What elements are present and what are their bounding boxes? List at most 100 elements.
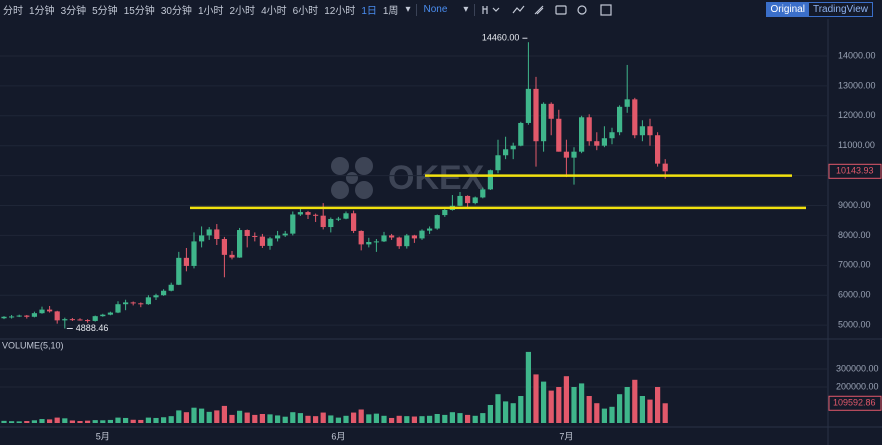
interval-button[interactable]: 1日	[361, 6, 377, 17]
volume-bar	[389, 417, 395, 423]
candle-body	[282, 233, 288, 236]
candle-body	[290, 214, 296, 234]
last-volume-label: 109592.86	[833, 398, 876, 408]
volume-bar	[282, 416, 288, 423]
candle-body	[533, 88, 539, 142]
interval-button[interactable]: 6小时	[292, 6, 319, 17]
interval-button[interactable]: 5分钟	[92, 6, 118, 17]
interval-button[interactable]: 4小时	[261, 6, 287, 17]
candle-body	[427, 228, 433, 231]
volume-bar	[571, 387, 577, 423]
volume-bar	[563, 376, 569, 423]
watermark-text: OKEX	[388, 159, 485, 197]
candle-body	[465, 195, 471, 204]
indicator-dropdown[interactable]: ▾	[463, 4, 469, 15]
candle-body	[320, 215, 326, 228]
view-mode-button[interactable]: TradingView	[812, 4, 868, 15]
volume-bar	[229, 414, 235, 423]
candle-type-icon[interactable]	[482, 5, 489, 14]
interval-button[interactable]: 30分钟	[160, 6, 192, 17]
candle-body	[85, 320, 91, 322]
candle-body	[335, 218, 341, 220]
interval-button[interactable]: 2小时	[229, 6, 256, 17]
volume-bar	[77, 421, 83, 423]
volume-bar	[381, 415, 387, 423]
logo-dot	[355, 181, 373, 199]
line-tool-icon[interactable]	[512, 5, 525, 13]
volume-bar	[305, 415, 311, 423]
volume-bar	[662, 403, 668, 423]
candle-body	[442, 209, 448, 216]
fullscreen-icon[interactable]	[600, 3, 613, 16]
candle-body	[244, 230, 250, 237]
candle-body	[563, 151, 569, 158]
volume-bar	[320, 412, 326, 423]
volume-bar	[47, 419, 53, 423]
screenshot-icon[interactable]	[555, 4, 568, 15]
candle-body	[609, 132, 615, 139]
more-dropdown[interactable]: ▾	[405, 4, 411, 15]
volume-bar	[115, 417, 121, 423]
indicator-select[interactable]: None	[423, 4, 448, 15]
candle-body	[214, 229, 220, 240]
interval-button[interactable]: 1小时	[197, 6, 224, 17]
y-tick-label: 12000.00	[838, 110, 876, 120]
volume-bar	[373, 413, 379, 423]
interval-button[interactable]: 1分钟	[29, 6, 55, 17]
candle-body	[518, 122, 524, 146]
volume-bar	[579, 383, 585, 423]
interval-button[interactable]: 3分钟	[60, 6, 87, 17]
candle-body	[153, 295, 159, 298]
candle-body	[510, 145, 516, 150]
volume-bar	[449, 412, 455, 423]
candle-body	[31, 313, 37, 317]
candle-body	[183, 257, 189, 266]
watermark: OKEX	[331, 157, 485, 199]
volume-bar	[31, 420, 37, 423]
draw-tool-icon[interactable]	[534, 5, 544, 14]
volume-bar	[290, 412, 296, 423]
volume-bar	[62, 418, 68, 423]
logo-dot	[355, 157, 373, 175]
volume-bar	[183, 412, 189, 423]
view-modes: Original TradingView	[765, 2, 873, 17]
candle-body	[275, 235, 281, 239]
candle-body	[161, 290, 167, 296]
interval-button[interactable]: 分时	[3, 6, 23, 17]
volume-bar	[632, 379, 638, 423]
candle-body	[632, 99, 638, 136]
view-mode-button[interactable]: Original	[766, 3, 809, 16]
candle-dropdown[interactable]	[492, 7, 500, 12]
volume-bar	[487, 405, 493, 423]
candle-body	[571, 151, 577, 158]
candle-body	[343, 213, 349, 219]
toolbar: 分时 1分钟 3分钟 5分钟 15分钟 30分钟 1小时 2小时 4小时 6小时 12小时 1日 1周 …	[0, 0, 882, 19]
volume-bar	[366, 414, 372, 423]
candle-body	[54, 311, 60, 321]
candle-body	[480, 189, 486, 198]
volume-bar	[145, 417, 151, 423]
interval-button[interactable]: 15分钟	[123, 6, 155, 17]
y-tick-label: 5000.00	[838, 320, 871, 330]
candle-body	[389, 235, 395, 238]
candle-body	[24, 315, 30, 317]
candle-body	[617, 106, 623, 133]
interval-button[interactable]: 1周	[382, 6, 399, 17]
candle-body	[313, 214, 319, 216]
candle-body	[411, 235, 417, 239]
annotation-label: 4888.46	[76, 323, 109, 333]
volume-bar	[69, 420, 75, 423]
candle-body	[556, 118, 562, 152]
volume-bar	[480, 413, 486, 423]
candle-body	[130, 302, 136, 304]
logo-dot	[331, 181, 349, 199]
interval-button[interactable]: 12小时	[324, 6, 356, 17]
volume-bar	[503, 401, 509, 423]
settings-icon[interactable]	[577, 4, 588, 15]
volume-bar	[328, 415, 334, 423]
separator	[416, 3, 418, 16]
volume-bar	[457, 413, 463, 423]
candle-body	[237, 230, 243, 258]
y-tick-label: 7000.00	[838, 260, 871, 270]
candle-body	[199, 235, 205, 242]
